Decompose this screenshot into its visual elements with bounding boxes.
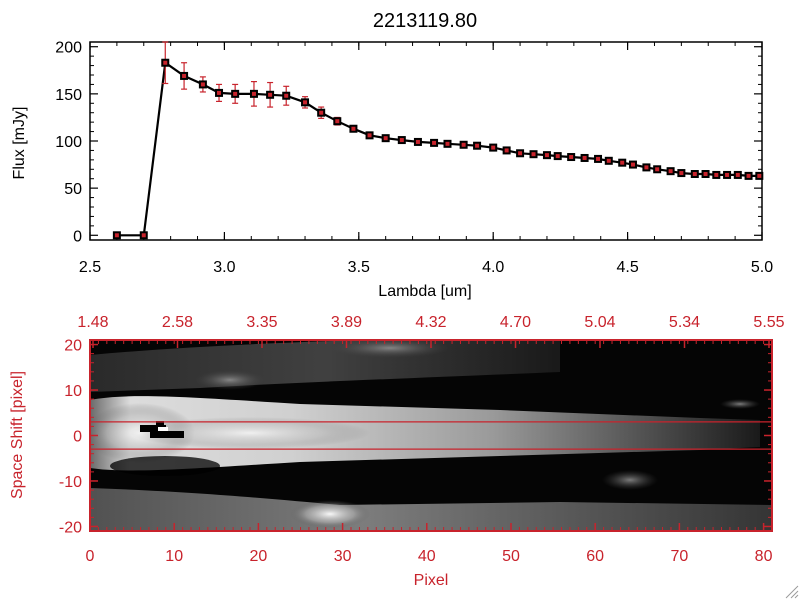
- flux-point-core: [303, 100, 308, 105]
- bottom-x-tick-label: 0: [86, 548, 95, 565]
- top-y-axis-label: Flux [mJy]: [11, 107, 28, 180]
- flux-series-line: [116, 60, 760, 237]
- flux-point-core: [555, 154, 560, 159]
- flux-point-core: [679, 171, 684, 176]
- flux-point-core: [725, 172, 730, 177]
- bottom-top-axis-label: 4.70: [500, 314, 531, 331]
- top-chart: 2.5 3.0 3.5 4.0 4.5 5.0 0 50 100 150 200: [55, 40, 773, 276]
- bottom-x-tick-label: 30: [334, 548, 352, 565]
- flux-point-core: [163, 60, 168, 65]
- flux-point-core: [351, 126, 356, 131]
- flux-point-core: [596, 156, 601, 161]
- top-y-tick-label: 50: [64, 181, 82, 198]
- flux-point-core: [620, 160, 625, 165]
- flux-point-core: [217, 90, 222, 95]
- flux-point-core: [182, 73, 187, 78]
- bottom-top-axis-label: 2.58: [162, 314, 193, 331]
- top-y-tick-label: 200: [55, 40, 82, 57]
- top-x-tick-label: 4.5: [616, 259, 638, 276]
- flux-point-core: [415, 139, 420, 144]
- flux-point-core: [582, 155, 587, 160]
- flux-point-core: [655, 167, 660, 172]
- bottom-top-axis-label: 5.34: [669, 314, 700, 331]
- flux-point-core: [268, 92, 273, 97]
- flux-point-core: [757, 173, 762, 178]
- flux-point-core: [518, 151, 523, 156]
- flux-point-core: [399, 138, 404, 143]
- flux-point-core: [475, 143, 480, 148]
- flux-point-core: [335, 119, 340, 124]
- top-x-tick-label: 3.0: [213, 259, 235, 276]
- flux-point-core: [367, 133, 372, 138]
- top-y-tick-label: 100: [55, 134, 82, 151]
- bottom-x-tick-label: 10: [165, 548, 183, 565]
- top-x-tick-label: 4.0: [482, 259, 504, 276]
- top-y-tick-label: 150: [55, 87, 82, 104]
- bottom-x-tick-label: 50: [502, 548, 520, 565]
- bottom-x-tick-label: 60: [586, 548, 604, 565]
- bottom-y-tick-label: 0: [73, 429, 82, 446]
- flux-point-core: [383, 136, 388, 141]
- bottom-x-axis-label: Pixel: [414, 572, 449, 589]
- bottom-top-axis-label: 5.04: [584, 314, 615, 331]
- chart-title: 2213119.80: [373, 10, 477, 32]
- flux-point-core: [432, 140, 437, 145]
- flux-point-core: [491, 145, 496, 150]
- bottom-y-tick-label: -10: [59, 474, 82, 491]
- top-x-tick-label: 3.5: [348, 259, 370, 276]
- bottom-top-axis-label: 4.32: [415, 314, 446, 331]
- top-plot-frame: [89, 41, 763, 241]
- flux-point-core: [746, 173, 751, 178]
- flux-point-core: [504, 148, 509, 153]
- flux-point-core: [735, 172, 740, 177]
- flux-point-core: [531, 152, 536, 157]
- flux-point-core: [319, 110, 324, 115]
- flux-point-core: [114, 233, 119, 238]
- bottom-x-tick-label: 80: [755, 548, 773, 565]
- flux-point-core: [692, 172, 697, 176]
- flux-point-core: [569, 155, 574, 160]
- flux-point-core: [606, 158, 611, 163]
- bottom-x-tick-label: 40: [418, 548, 436, 565]
- top-y-tick-label: 0: [73, 228, 82, 245]
- bottom-x-tick-label: 20: [249, 548, 267, 565]
- flux-point-core: [703, 172, 708, 176]
- flux-point-core: [714, 172, 719, 177]
- top-x-tick-label: 2.5: [79, 259, 101, 276]
- bottom-top-axis-label: 3.35: [246, 314, 277, 331]
- flux-point-core: [233, 91, 238, 96]
- bottom-top-axis-label: 3.89: [331, 314, 362, 331]
- flux-point-core: [644, 165, 649, 170]
- bottom-y-tick-label: 20: [64, 338, 82, 355]
- bottom-x-tick-label: 70: [670, 548, 688, 565]
- bottom-y-tick-label: 10: [64, 383, 82, 400]
- flux-point-core: [141, 233, 146, 238]
- bottom-y-tick-label: -20: [59, 519, 82, 536]
- spectrum-image: [90, 340, 772, 531]
- flux-point-core: [461, 142, 466, 147]
- flux-point-core: [251, 91, 256, 96]
- flux-point-core: [630, 162, 635, 167]
- flux-point-core: [445, 141, 450, 146]
- flux-point-core: [668, 169, 673, 174]
- flux-point-core: [544, 153, 549, 158]
- top-x-tick-label: 5.0: [751, 259, 773, 276]
- bottom-y-axis-label: Space Shift [pixel]: [9, 371, 26, 499]
- top-x-axis-label: Lambda [um]: [378, 283, 471, 300]
- bottom-top-axis-label: 5.55: [753, 314, 784, 331]
- resize-grip-icon[interactable]: [785, 585, 799, 599]
- bottom-top-axis-label: 1.48: [77, 314, 108, 331]
- flux-point-core: [284, 93, 289, 98]
- bottom-chart: 0 10 20 30 40 50 60 70 80 -20 -10 0 10 20 1.48 2.58 3.35…: [59, 314, 785, 565]
- flux-point-core: [200, 82, 205, 87]
